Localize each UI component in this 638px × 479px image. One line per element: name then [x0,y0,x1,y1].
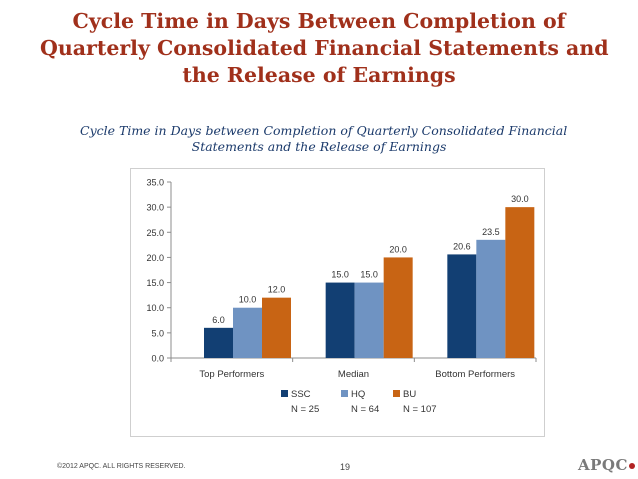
chart-title-line: Statements and the Release of Earnings [191,139,447,154]
data-label: 20.6 [453,241,471,251]
bar [325,282,355,358]
legend-swatch [341,390,348,397]
legend-label: SSC [291,389,311,400]
y-tick-label: 30.0 [146,203,164,213]
bar [354,282,384,358]
data-label: 12.0 [268,285,286,295]
legend-note: N = 25 [291,404,319,415]
apqc-logo: APQC [578,456,635,474]
data-label: 23.5 [482,227,500,237]
legend-label: BU [403,389,416,400]
bar [233,307,262,358]
y-tick-label: 35.0 [146,178,164,188]
bar [505,207,535,358]
legend-label: HQ [351,389,365,400]
data-label: 15.0 [331,270,349,280]
category-label: Median [338,369,369,380]
legend-note: N = 107 [403,404,437,415]
logo-dot-icon [628,463,635,469]
slide-title-line: the Release of Earnings [182,63,456,87]
y-tick-label: 10.0 [146,303,164,313]
slide-title: Cycle Time in Days Between Completion of… [40,8,609,89]
chart-area: 0.0 5.0 10.0 15.0 20.0 25.0 30.0 35.0 6.0 10.0 12.… [130,168,545,437]
chart-title: Cycle Time in Days between Completion of… [80,123,568,155]
y-tick-label: 5.0 [151,328,164,338]
data-label: 30.0 [511,194,529,204]
page-number: 19 [340,462,351,472]
y-tick-label: 25.0 [146,228,164,238]
data-label: 6.0 [212,315,225,325]
category-label: Top Performers [199,369,264,380]
y-tick-label: 0.0 [151,354,164,364]
logo-text: APQC [578,456,628,474]
bar [204,327,233,358]
slide-title-line: Cycle Time in Days Between Completion of [72,9,566,33]
bar [447,254,477,358]
chart-title-line: Cycle Time in Days between Completion of… [80,123,568,138]
legend-swatch [281,390,288,397]
y-tick-label: 20.0 [146,253,164,263]
legend-note: N = 64 [351,404,379,415]
footer-copyright: ©2012 APQC. ALL RIGHTS RESERVED. [57,463,186,470]
legend-swatch [393,390,400,397]
data-label: 15.0 [360,270,378,280]
data-label: 20.0 [389,244,407,254]
bar-chart: 0.0 5.0 10.0 15.0 20.0 25.0 30.0 35.0 6.0 10.0 12.… [146,178,537,415]
y-tick-label: 15.0 [146,278,164,288]
slide-title-line: Quarterly Consolidated Financial Stateme… [40,36,609,60]
bar [383,257,413,358]
bar [476,239,506,358]
category-label: Bottom Performers [435,369,515,380]
bar [262,297,291,358]
data-label: 10.0 [239,295,257,305]
